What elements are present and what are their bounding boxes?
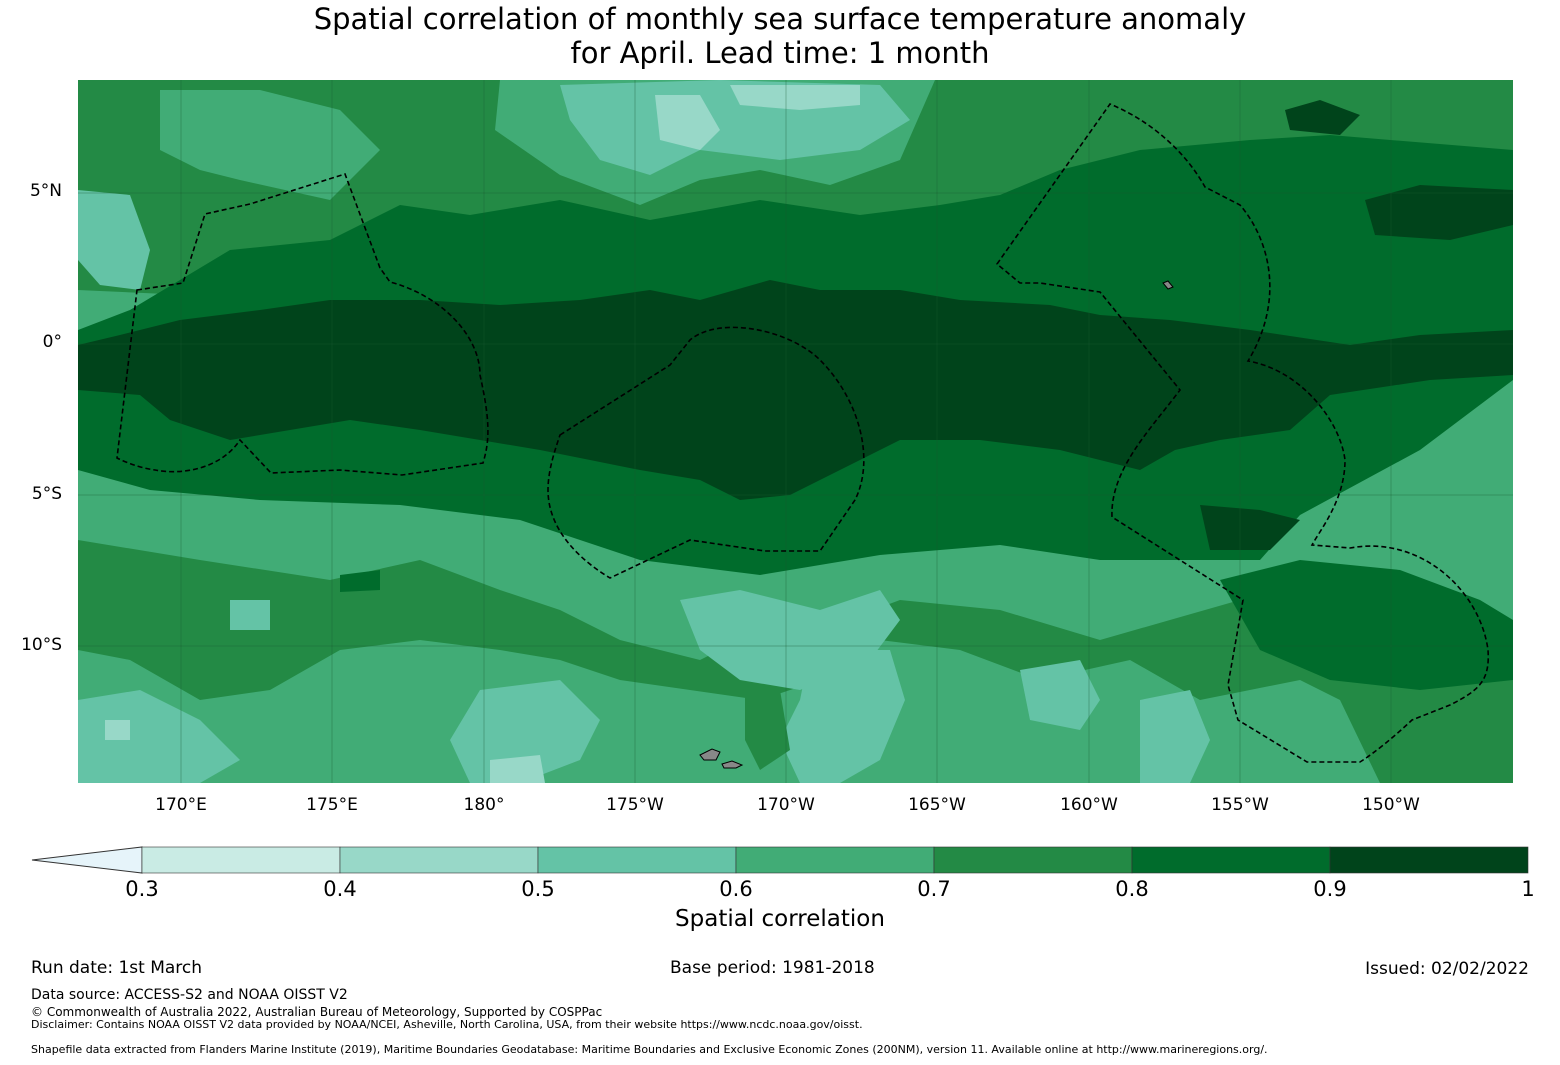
gridlines (78, 80, 1513, 783)
field-s-light-f (230, 600, 270, 630)
field-sw-lighter (105, 720, 130, 740)
lat-label-5s: 5°S (31, 484, 62, 504)
colorbar-under-arrow (31, 846, 143, 874)
field-ne-patch (1365, 185, 1513, 240)
field-s-dark-patch (745, 690, 790, 770)
colorbar-tick-0.3: 0.3 (125, 877, 159, 901)
colorbar-tick-1: 1 (1521, 877, 1535, 901)
field-s-light-c (450, 680, 600, 783)
colorbar-segment-0.8-0.9 (1131, 846, 1331, 874)
colorbar-tick-0.9: 0.9 (1313, 877, 1347, 901)
data-source: Data source: ACCESS-S2 and NOAA OISST V2 (31, 987, 348, 1003)
colorbar-label: Spatial correlation (675, 906, 885, 932)
colorbar-segment-0.6-0.7 (735, 846, 935, 874)
field-south-deep-b (340, 570, 380, 592)
colorbar-tick-0.8: 0.8 (1115, 877, 1149, 901)
colorbar-tick-0.7: 0.7 (917, 877, 951, 901)
title-line-1: Spatial correlation of monthly sea surfa… (313, 2, 1247, 36)
colorbar-tick-0.4: 0.4 (323, 877, 357, 901)
lon-label-165w: 165°W (908, 795, 966, 815)
lat-label-0: 0° (42, 332, 62, 352)
shapefile-credit: Shapefile data extracted from Flanders M… (31, 1043, 1268, 1056)
eez-phoenix-islands (547, 326, 865, 579)
field-se-patch (1200, 505, 1300, 550)
colorbar-segment-0.7-0.8 (933, 846, 1133, 874)
eez-boundaries (116, 103, 1490, 763)
field-equatorial-core (78, 280, 1513, 500)
field-s-light-d (1020, 660, 1100, 730)
lon-label-180: 180° (463, 795, 505, 815)
base-period: Base period: 1981-2018 (670, 958, 875, 978)
disclaimer: Disclaimer: Contains NOAA OISST V2 data … (31, 1018, 863, 1031)
colorbar-segment-0.3-0.4 (141, 846, 341, 874)
run-date: Run date: 1st March (31, 958, 203, 978)
issued-date: Issued: 02/02/2022 (1365, 959, 1529, 979)
field-ne-patch-small (1285, 100, 1360, 135)
lat-label-10s: 10°S (21, 635, 62, 655)
copyright: © Commonwealth of Australia 2022, Austra… (31, 1005, 603, 1019)
colorbar-segment-0.5-0.6 (537, 846, 737, 874)
field-north-patch-c (730, 85, 860, 110)
lon-label-170w: 170°W (757, 795, 815, 815)
lat-label-5n: 5°N (29, 181, 62, 201)
eez-line-islands (995, 103, 1490, 763)
lon-label-150w: 150°W (1362, 795, 1420, 815)
field-north-patch-b (655, 95, 720, 150)
colorbar-segment-0.9-1 (1329, 846, 1529, 874)
field-south-deep-a (1220, 560, 1513, 690)
lon-label-160w: 160°W (1060, 795, 1118, 815)
field-west-patch (78, 190, 150, 290)
correlation-field (78, 80, 1513, 783)
lon-label-170e: 170°E (155, 795, 207, 815)
colorbar-segment-0.4-0.5 (339, 846, 539, 874)
field-s-light-b (780, 650, 905, 783)
colorbar-tick-0.6: 0.6 (719, 877, 753, 901)
colorbar (31, 846, 1529, 874)
field-s-light-e (1140, 690, 1210, 783)
starbuck-island (1162, 280, 1174, 290)
field-s-lighter-c (490, 755, 545, 783)
lon-label-175w: 175°W (606, 795, 664, 815)
title-line-2: for April. Lead time: 1 month (570, 36, 990, 70)
samoa-upolu-island (721, 760, 744, 769)
lon-label-155w: 155°W (1211, 795, 1269, 815)
field-sw-light (78, 690, 240, 783)
colorbar-tick-0.5: 0.5 (521, 877, 555, 901)
samoa-savaii-island (699, 748, 721, 761)
field-north-light (160, 90, 380, 200)
eez-gilbert-islands (116, 173, 489, 476)
lon-label-175e: 175°E (306, 795, 358, 815)
chart-title: Spatial correlation of monthly sea surfa… (0, 2, 1560, 70)
